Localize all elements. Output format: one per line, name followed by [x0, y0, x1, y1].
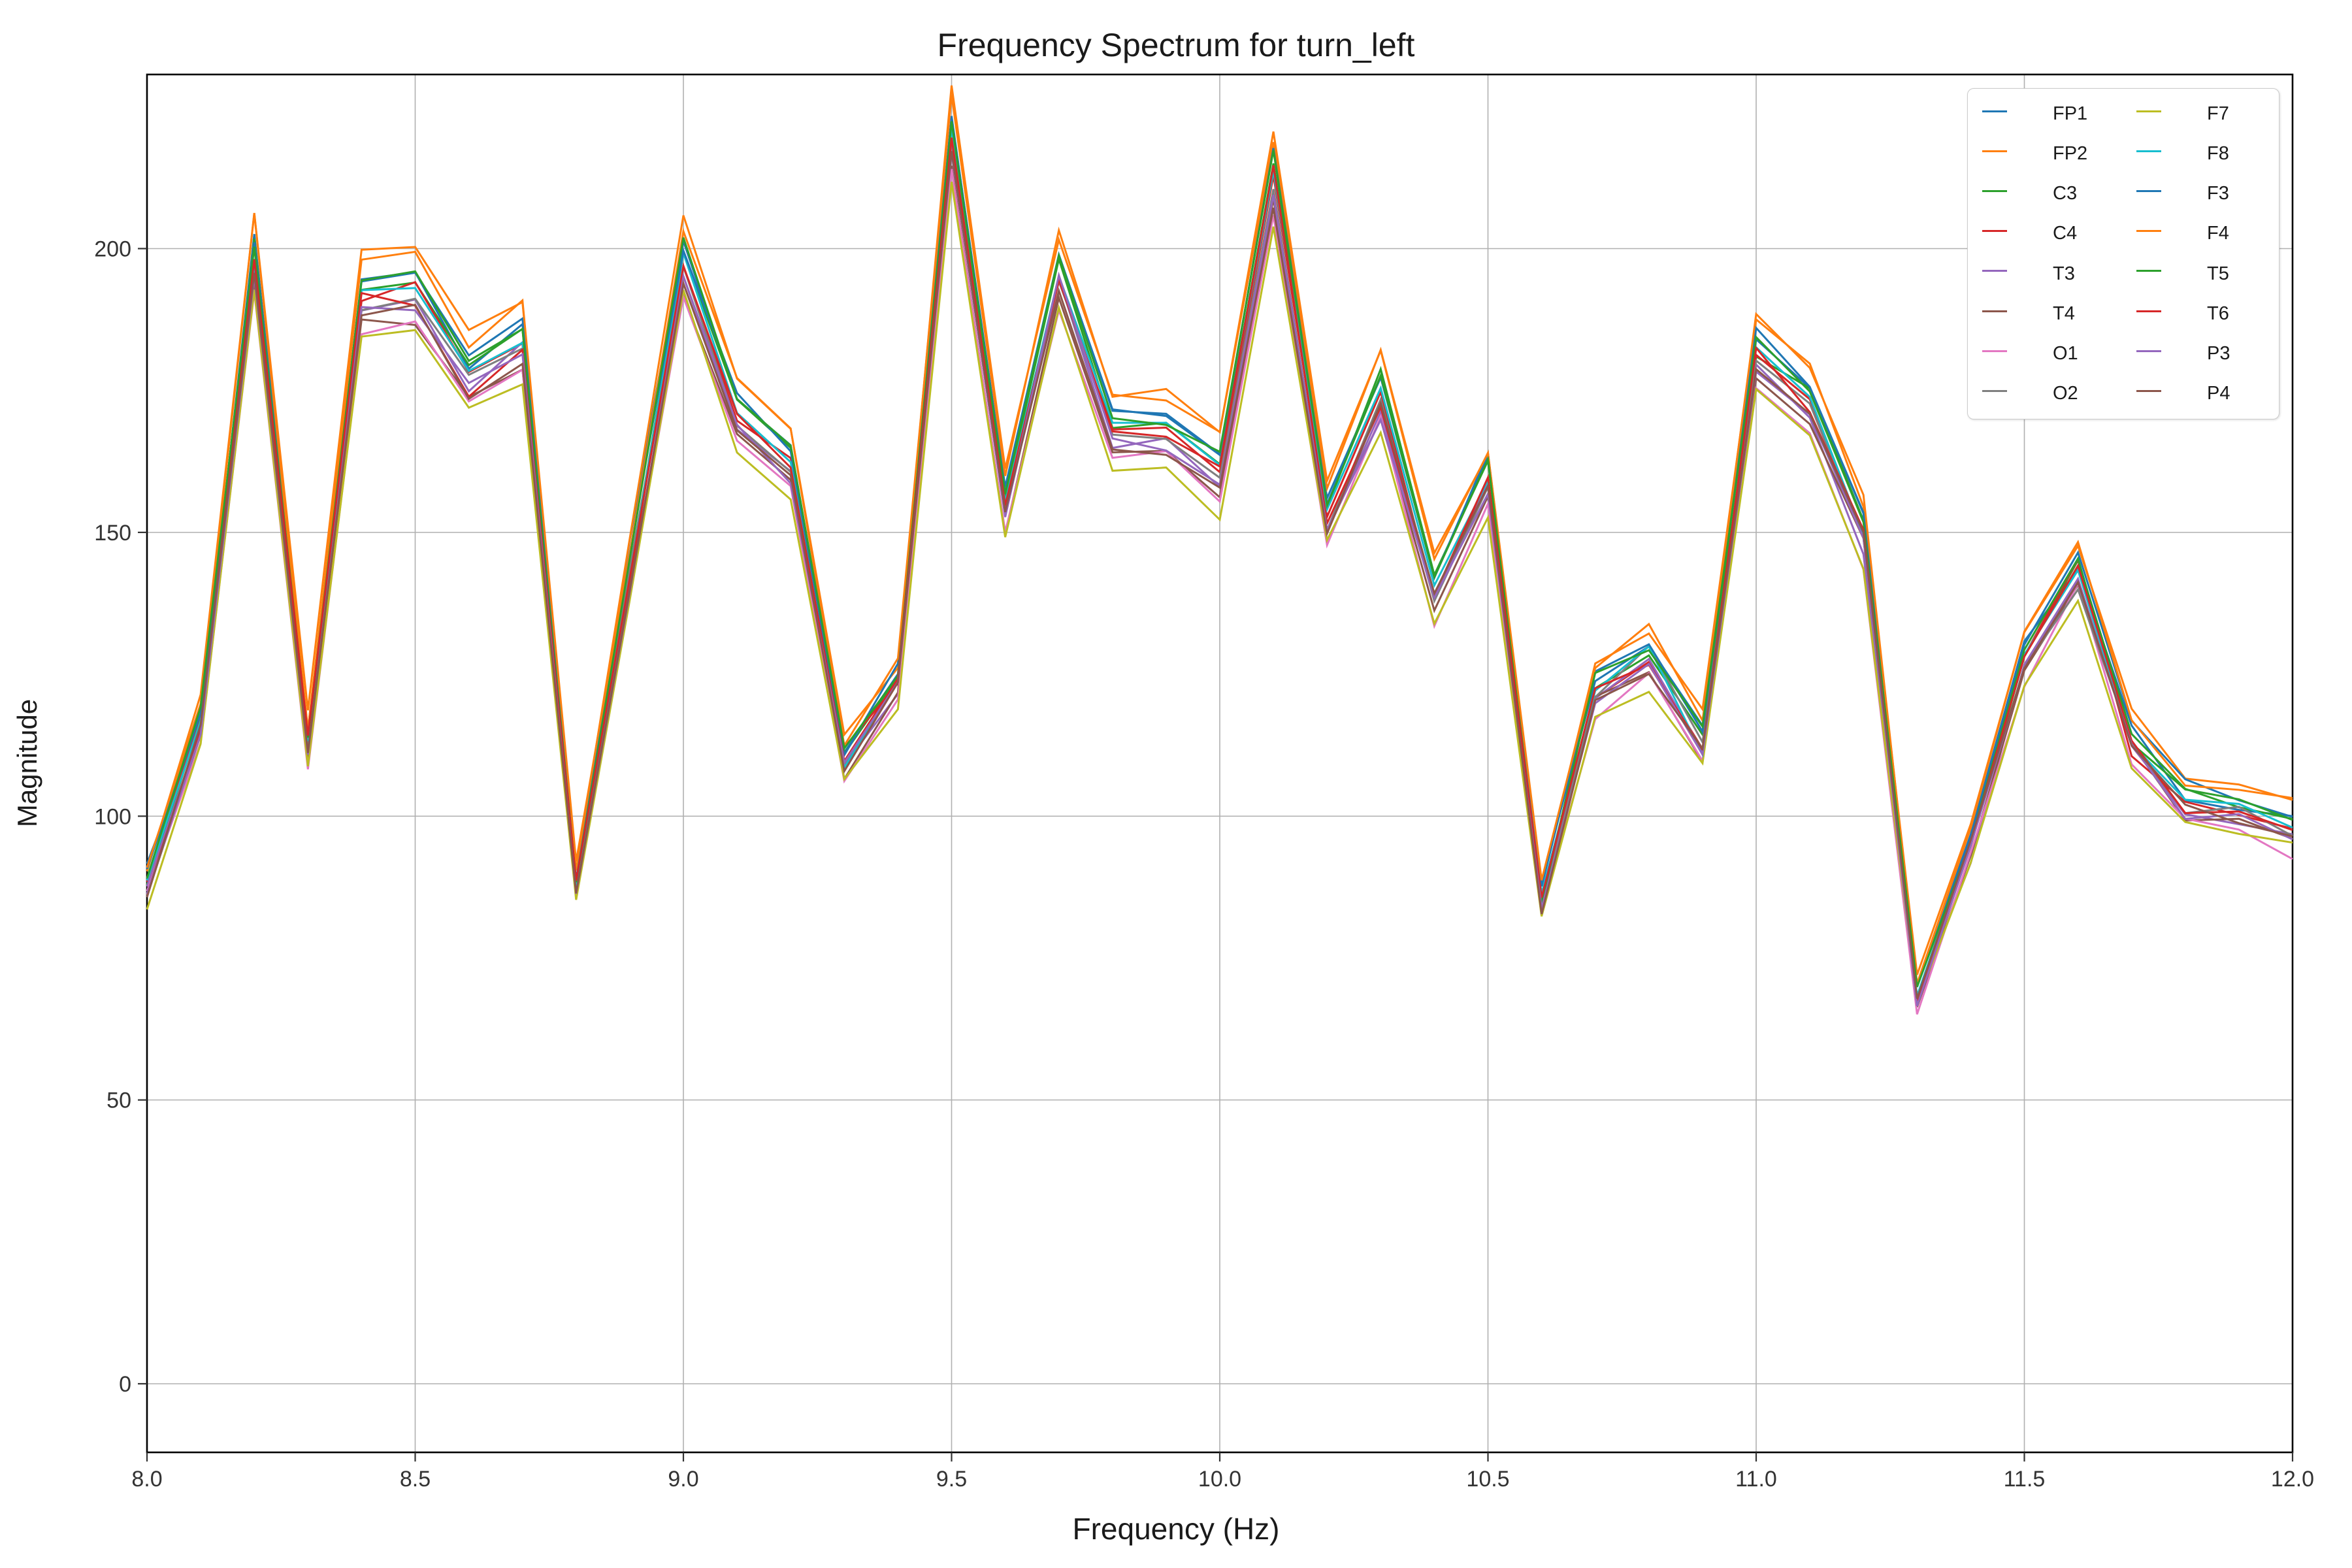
svg-text:9.0: 9.0	[668, 1467, 698, 1492]
svg-text:12.0: 12.0	[2271, 1467, 2314, 1492]
svg-text:9.5: 9.5	[936, 1467, 967, 1492]
svg-text:11.0: 11.0	[1735, 1467, 1777, 1492]
svg-text:150: 150	[94, 521, 131, 546]
svg-text:8.5: 8.5	[400, 1467, 431, 1492]
svg-text:50: 50	[106, 1088, 131, 1113]
svg-text:11.5: 11.5	[2004, 1467, 2046, 1492]
svg-text:Magnitude: Magnitude	[12, 699, 42, 827]
svg-text:100: 100	[94, 804, 131, 829]
svg-text:200: 200	[94, 237, 131, 262]
svg-text:8.0: 8.0	[131, 1467, 162, 1492]
svg-text:10.0: 10.0	[1198, 1467, 1241, 1492]
svg-text:0: 0	[119, 1372, 131, 1397]
svg-text:10.5: 10.5	[1466, 1467, 1509, 1492]
